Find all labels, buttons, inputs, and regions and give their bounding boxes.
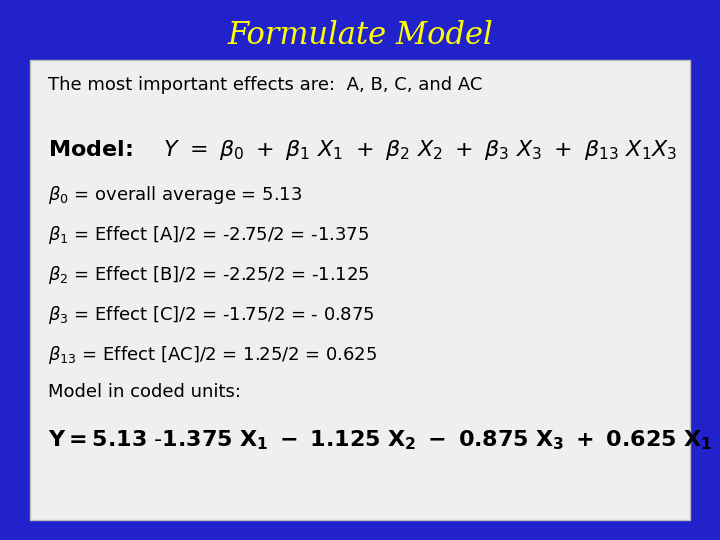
Text: $\beta_3$ = Effect [C]/2 = -1.75/2 = - 0.875: $\beta_3$ = Effect [C]/2 = -1.75/2 = - 0… xyxy=(48,304,374,326)
Text: Model in coded units:: Model in coded units: xyxy=(48,383,241,401)
Text: $\beta_{13}$ = Effect [AC]/2 = 1.25/2 = 0.625: $\beta_{13}$ = Effect [AC]/2 = 1.25/2 = … xyxy=(48,344,377,366)
Text: The most important effects are:  A, B, C, and AC: The most important effects are: A, B, C,… xyxy=(48,76,482,94)
Text: Formulate Model: Formulate Model xyxy=(227,19,493,51)
Text: $\mathbf{Y = 5.13\ \text{-}1.375\ X_1\ -\ 1.125\ X_2\ -\ 0.875\ X_3\ +\ 0.625\ X: $\mathbf{Y = 5.13\ \text{-}1.375\ X_1\ -… xyxy=(48,428,720,452)
Text: $\beta_1$ = Effect [A]/2 = -2.75/2 = -1.375: $\beta_1$ = Effect [A]/2 = -2.75/2 = -1.… xyxy=(48,224,369,246)
Text: $\beta_0$ = overall average = 5.13: $\beta_0$ = overall average = 5.13 xyxy=(48,184,302,206)
Text: Model:    $Y\ =\ \beta_0\ +\ \beta_1\ X_1\ +\ \beta_2\ X_2\ +\ \beta_3\ X_3\ +\ : Model: $Y\ =\ \beta_0\ +\ \beta_1\ X_1\ … xyxy=(48,138,678,162)
Text: $\beta_2$ = Effect [B]/2 = -2.25/2 = -1.125: $\beta_2$ = Effect [B]/2 = -2.25/2 = -1.… xyxy=(48,264,369,286)
FancyBboxPatch shape xyxy=(30,60,690,520)
